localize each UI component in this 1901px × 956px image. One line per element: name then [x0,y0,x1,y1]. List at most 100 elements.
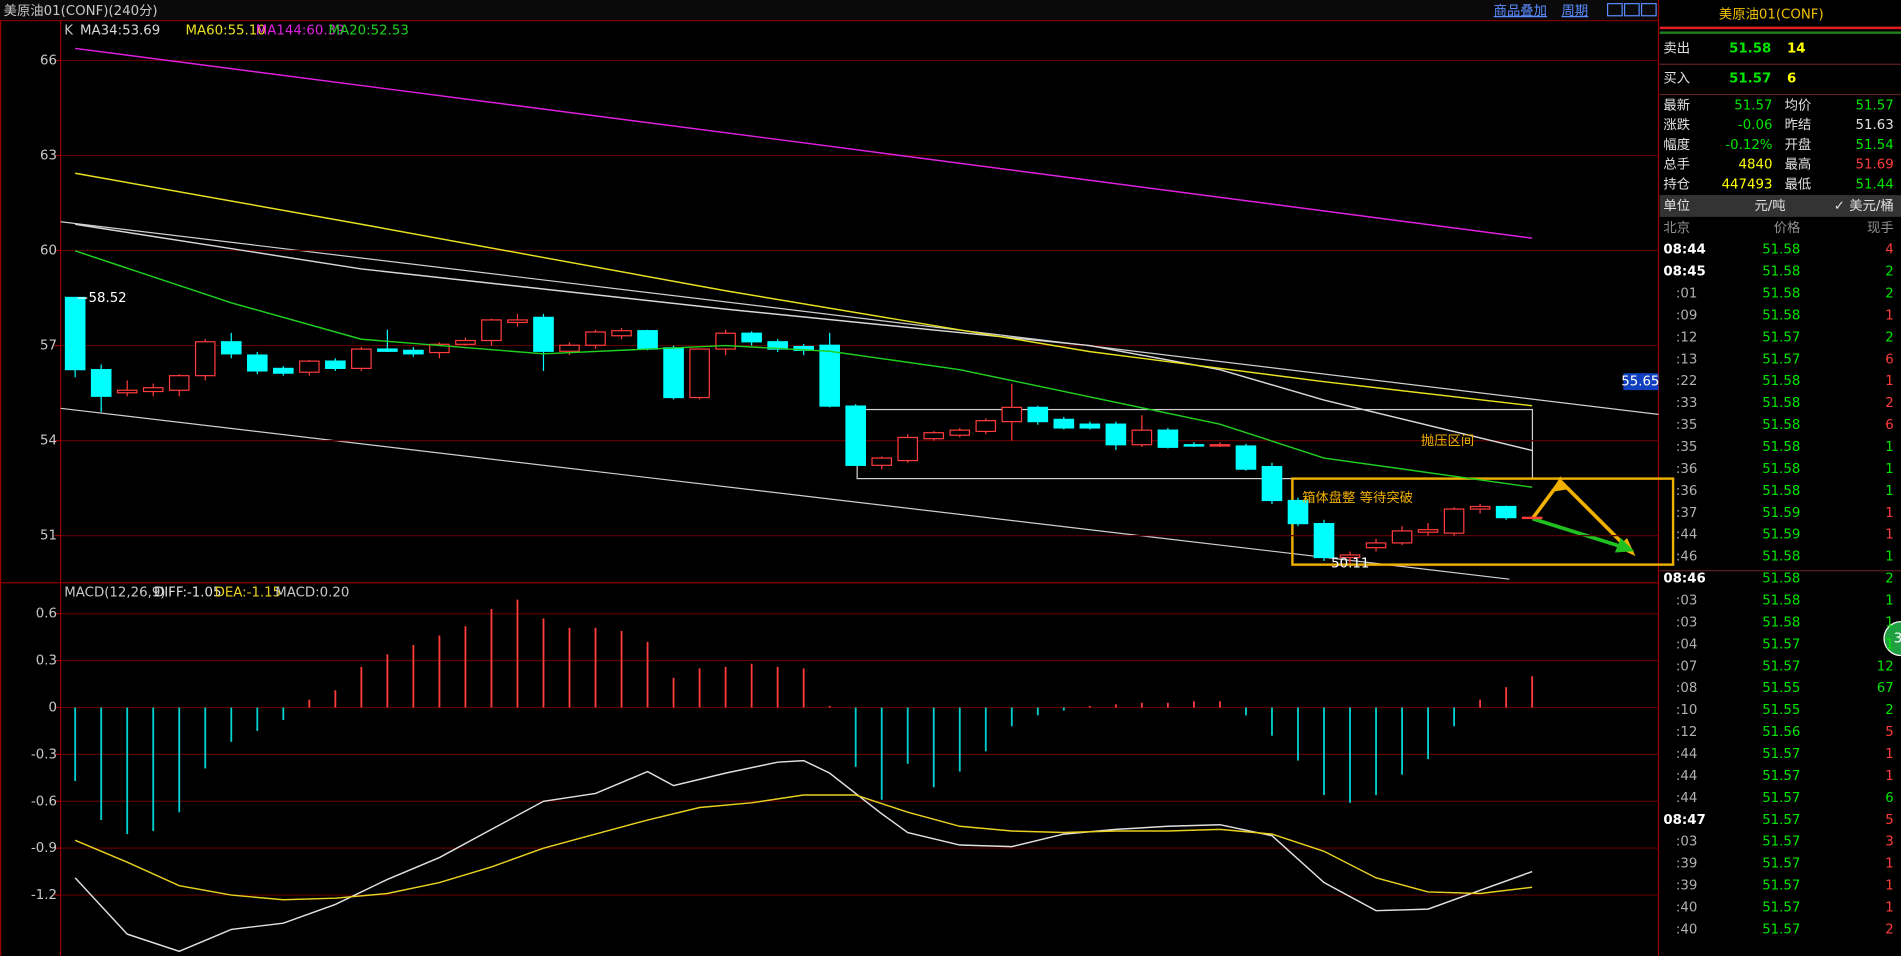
legend-entry: MA34:53.69 [80,23,160,38]
stat-label: 持仓 [1663,176,1690,192]
stat-value: 4840 [1739,158,1773,173]
trade-volume: 5 [1885,813,1893,828]
candle-body [246,354,268,372]
candle-body [1365,542,1387,549]
trade-time: :01 [1676,286,1697,301]
trade-price: 51.58 [1762,396,1800,411]
arrow-head [1614,537,1635,553]
y-tick-label: 66 [40,53,57,68]
trade-time: :46 [1676,550,1697,565]
trend-line [60,221,1659,415]
unit-option[interactable]: ✓ 美元/桶 [1834,198,1894,214]
trade-time: :12 [1676,330,1697,345]
y-tick-label: 63 [40,149,57,164]
candle-body [403,349,424,355]
candle-body [429,343,450,354]
stat-value: 447493 [1722,177,1773,192]
trade-time: :44 [1676,769,1697,784]
trade-time: :03 [1676,594,1697,609]
trade-volume: 1 [1885,462,1893,477]
candle-body [689,348,710,399]
candle-body [1053,418,1075,429]
trade-price: 51.59 [1762,528,1800,543]
trade-price: 51.58 [1762,286,1800,301]
low-label: 50.11 [1331,556,1369,571]
trade-volume: 1 [1885,308,1893,323]
overlay-link[interactable]: 商品叠加 [1494,3,1547,19]
trade-volume: 1 [1885,615,1893,630]
trade-volume: 3 [1885,835,1893,850]
trade-price: 51.59 [1762,506,1800,521]
candle-body [1417,529,1439,533]
macd-line [74,794,1533,901]
trade-price: 51.58 [1762,265,1800,280]
side-volume: 14 [1787,41,1806,56]
y-tick-label: 54 [40,434,57,449]
candle-body [1183,444,1205,447]
candle-body [194,341,216,377]
stat-label: 幅度 [1663,137,1690,153]
trade-price: 51.57 [1762,747,1800,762]
stat-label: 昨结 [1785,117,1812,133]
ma-line [74,250,1533,488]
unit-label: 单位 [1663,198,1690,214]
box-note: 箱体盘整 等待突破 [1302,489,1413,506]
candle-body [1157,429,1179,448]
button[interactable] [1623,3,1640,17]
button[interactable] [1606,3,1623,17]
candle-body [455,339,476,345]
candle-body [142,387,164,393]
trade-volume: 67 [1877,681,1894,696]
trade-price: 51.57 [1762,791,1800,806]
trade-price: 51.58 [1762,440,1800,455]
trade-time: :09 [1676,308,1697,323]
trade-time: :03 [1676,615,1697,630]
trade-price: 51.58 [1762,374,1800,389]
window-buttons[interactable] [1606,3,1657,17]
trade-volume: 1 [1885,528,1893,543]
trade-time: :35 [1676,440,1697,455]
y-tick-label: 0.3 [36,654,57,669]
button[interactable] [1640,3,1657,17]
price-tag: 55.65 [1621,375,1659,390]
trade-time: 08:46 [1663,572,1705,587]
trade-volume: 1 [1885,440,1893,455]
y-tick-label: -0.9 [31,841,57,856]
candle-body [1105,423,1127,446]
legend-entry: MA20:52.53 [329,23,409,38]
candle-body [637,330,658,350]
badge-label: 30 [1894,632,1901,647]
side-label: 卖出 [1663,40,1690,56]
trade-volume: 6 [1885,418,1893,433]
candle-body [90,369,112,397]
y-tick-label: 60 [40,244,57,259]
arrow-head [1551,476,1567,492]
legend-entry: MA60:55.10 [185,23,265,38]
trade-price: 51.57 [1762,659,1800,674]
y-tick-label: 0.6 [36,607,57,622]
stat-value: 51.57 [1734,98,1772,113]
trade-time: :40 [1676,901,1697,916]
trade-price: 51.57 [1762,769,1800,784]
candle-body [949,429,971,436]
trade-time: :40 [1676,922,1697,937]
y-tick-label: -0.3 [31,747,57,762]
trade-volume: 2 [1885,396,1893,411]
trade-volume: 1 [1885,857,1893,872]
y-tick-label: 51 [40,529,57,544]
quote-title-bar [1659,0,1901,27]
stat-value: 51.63 [1856,118,1894,133]
trade-volume: 1 [1885,484,1893,499]
candle-body [715,332,736,350]
panel-label: K [64,23,74,38]
trade-price: 51.57 [1762,835,1800,850]
candle-body [611,330,632,337]
unit-option[interactable]: 元/吨 [1754,198,1785,214]
trade-price: 51.55 [1762,681,1800,696]
period-link[interactable]: 周期 [1562,3,1589,19]
trade-time: :13 [1676,352,1697,367]
trend-line [60,407,1510,580]
candle-body [1287,499,1309,525]
candle-body [1339,554,1361,559]
